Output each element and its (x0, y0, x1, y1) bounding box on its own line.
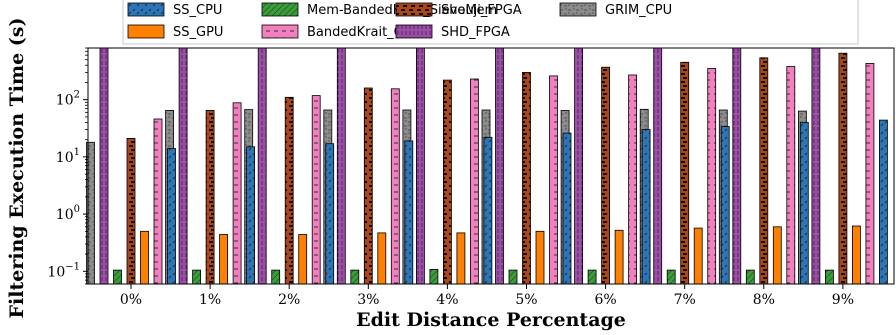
bars-group (86, 47, 888, 285)
bar-ss-cpu-5 (562, 132, 572, 285)
y-axis-title: Filtering Execution Time (s) (6, 18, 28, 319)
bar-shouji-fpga-6 (601, 66, 610, 285)
x-tick-label: 3% (357, 292, 379, 308)
legend-swatch-shd-fpga (395, 24, 433, 39)
bar-ss-cpu-1 (246, 146, 256, 285)
bar-mem-bandedkrait-sievemem-4 (429, 268, 439, 285)
legend: SS_CPUSS_GPUMem-BandedKrait_SieveMemBand… (122, 0, 859, 45)
bar-ss-gpu-0 (140, 230, 149, 285)
x-tick-label: 7% (674, 292, 696, 308)
bar-shouji-fpga-3 (363, 87, 373, 285)
bar-ss-cpu-7 (720, 126, 730, 285)
legend-label-ss-gpu: SS_GPU (173, 25, 223, 40)
bar-shd-fpga-6 (574, 47, 583, 285)
legend-swatch-mem-bandedkrait-sievemem (261, 2, 299, 17)
bar-shd-fpga-4 (415, 47, 425, 285)
bar-ss-cpu-2 (325, 143, 335, 285)
bar-bandedkrait-cpu-9 (865, 63, 875, 285)
bar-bandedkrait-cpu-6 (628, 74, 637, 285)
bar-shd-fpga-7 (653, 47, 663, 285)
legend-label-shouji-fpga: Shouji_FPGA (441, 3, 522, 18)
y-tick-label: 10−1 (47, 261, 80, 280)
legend-swatch-ss-cpu (127, 2, 165, 17)
bar-shouji-fpga-0 (126, 137, 136, 285)
bar-ss-gpu-3 (377, 232, 387, 285)
bar-ss-gpu-8 (772, 226, 782, 285)
bar-ss-gpu-2 (298, 234, 308, 285)
x-tick-label: 8% (753, 292, 775, 308)
bar-mem-bandedkrait-sievemem-5 (508, 269, 518, 285)
bar-ss-gpu-6 (614, 229, 624, 285)
bar-ss-gpu-7 (693, 227, 703, 285)
bar-shd-fpga-0 (99, 47, 109, 285)
y-tick-label: 102 (56, 90, 80, 109)
bar-mem-bandedkrait-sievemem-3 (350, 269, 360, 285)
bar-shouji-fpga-5 (522, 72, 531, 285)
legend-label-bandedkrait-cpu: BandedKrait_CPU (307, 25, 420, 40)
x-axis: 0% 1% 2% 3% 4% 5% 6% 7% 8% 9% (120, 284, 854, 308)
x-tick-label: 5% (515, 292, 537, 308)
x-tick-label: 6% (594, 292, 616, 308)
bar-shd-fpga-3 (336, 47, 346, 285)
bar-mem-bandedkrait-sievemem-9 (825, 269, 834, 285)
bar-ss-gpu-9 (852, 225, 861, 285)
bar-shouji-fpga-8 (759, 57, 769, 285)
bar-mem-bandedkrait-sievemem-8 (745, 269, 755, 285)
legend-swatch-grim-cpu (559, 2, 597, 17)
bar-bandedkrait-cpu-3 (390, 88, 400, 285)
bar-ss-cpu-4 (483, 136, 493, 285)
x-tick-label: 9% (832, 292, 854, 308)
legend-swatch-shouji-fpga (395, 2, 433, 17)
bar-shd-fpga-8 (732, 47, 742, 285)
bar-shd-fpga-1 (178, 47, 188, 285)
bar-mem-bandedkrait-sievemem-0 (113, 269, 122, 285)
bar-ss-gpu-5 (535, 230, 545, 285)
bar-bandedkrait-cpu-1 (232, 102, 242, 285)
bar-ss-cpu-3 (404, 140, 414, 285)
bar-shouji-fpga-9 (838, 52, 848, 285)
bar-ss-cpu-9 (879, 119, 888, 285)
bar-shd-fpga-5 (495, 47, 504, 285)
bar-mem-bandedkrait-sievemem-2 (271, 269, 281, 285)
bar-ss-cpu-0 (167, 148, 176, 285)
bar-bandedkrait-cpu-8 (786, 66, 796, 285)
bar-bandedkrait-cpu-7 (707, 68, 717, 285)
y-axis: 10−1 100 101 102 (47, 47, 88, 285)
bar-mem-bandedkrait-sievemem-7 (666, 269, 676, 285)
x-tick-label: 1% (199, 292, 221, 308)
x-tick-label: 0% (120, 292, 142, 308)
bar-bandedkrait-cpu-2 (311, 95, 321, 285)
bar-shd-fpga-9 (811, 47, 821, 285)
x-tick-label: 4% (436, 292, 458, 308)
bar-mem-bandedkrait-sievemem-6 (587, 269, 597, 285)
bar-mem-bandedkrait-sievemem-1 (192, 269, 202, 285)
bar-shd-fpga-2 (257, 47, 267, 285)
y-tick-label: 101 (56, 147, 80, 166)
bar-ss-gpu-1 (219, 234, 229, 285)
bar-bandedkrait-cpu-4 (469, 78, 479, 285)
legend-swatch-bandedkrait-cpu (261, 24, 299, 39)
bar-shouji-fpga-1 (205, 110, 215, 285)
bar-ss-cpu-8 (799, 122, 809, 285)
bar-shouji-fpga-2 (284, 96, 294, 285)
legend-label-ss-cpu: SS_CPU (173, 3, 222, 18)
x-axis-title: Edit Distance Percentage (356, 309, 626, 331)
legend-label-grim-cpu: GRIM_CPU (605, 3, 672, 18)
legend-swatch-ss-gpu (127, 24, 165, 39)
bar-bandedkrait-cpu-0 (153, 118, 163, 285)
x-tick-label: 2% (278, 292, 300, 308)
legend-box (122, 0, 859, 45)
y-tick-label: 100 (56, 204, 80, 223)
bar-shouji-fpga-7 (680, 61, 690, 285)
bar-shouji-fpga-4 (442, 79, 452, 285)
bar-ss-cpu-6 (641, 129, 651, 285)
bar-ss-gpu-4 (456, 232, 466, 285)
bar-bandedkrait-cpu-5 (549, 75, 558, 285)
legend-label-shd-fpga: SHD_FPGA (441, 25, 510, 40)
